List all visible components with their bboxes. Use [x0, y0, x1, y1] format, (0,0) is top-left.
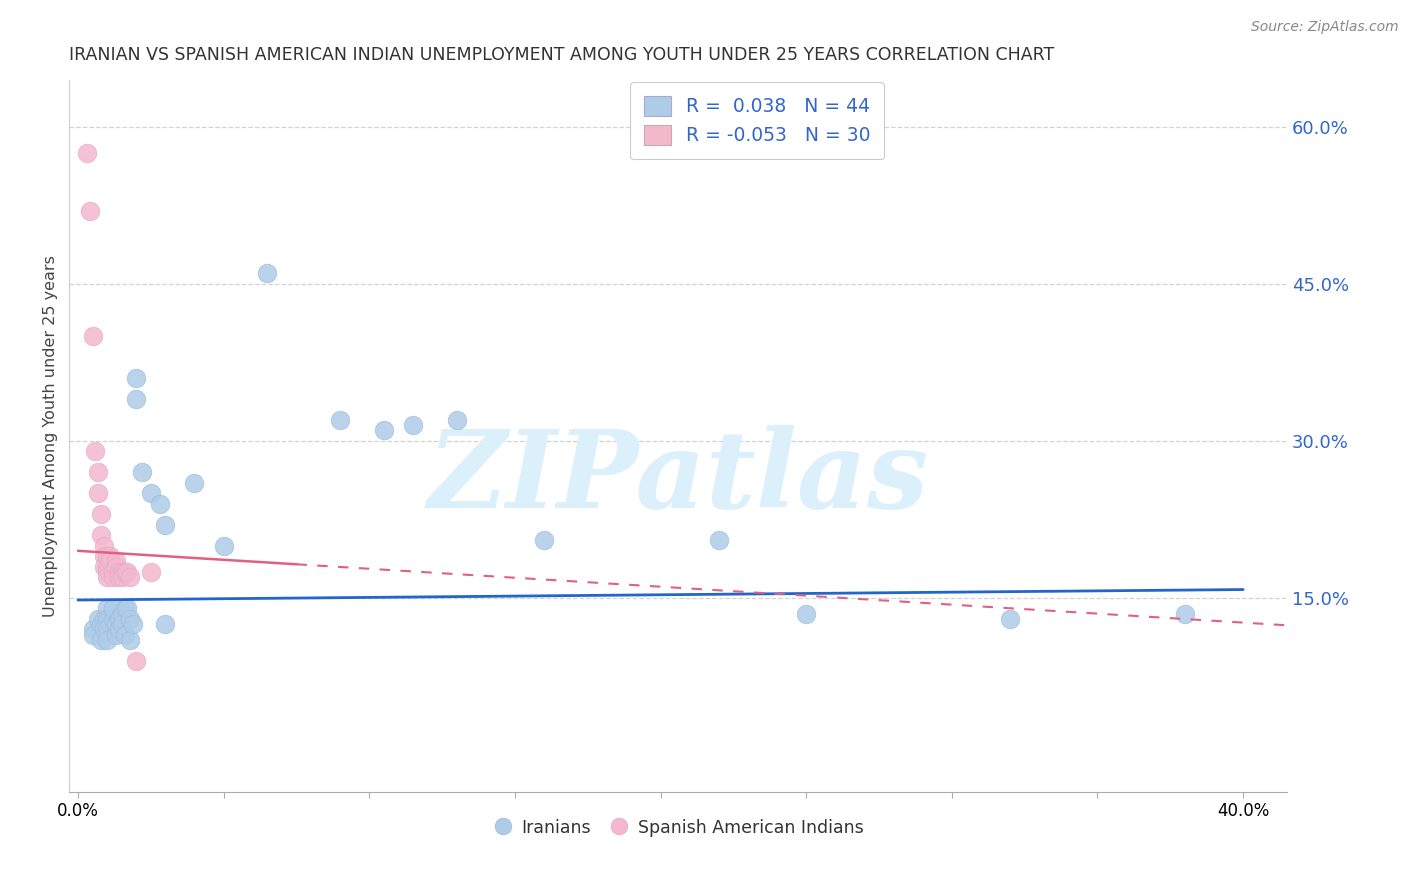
Point: [114, 565, 136, 579]
Point: [90, 617, 112, 632]
Point: [98, 554, 121, 568]
Point: [93, 549, 115, 563]
Point: [84, 444, 107, 458]
Point: [122, 617, 145, 632]
Point: [101, 612, 124, 626]
Point: [446, 413, 468, 427]
Point: [373, 424, 395, 438]
Point: [96, 623, 118, 637]
Point: [87, 612, 110, 626]
Point: [107, 612, 129, 626]
Point: [82, 623, 104, 637]
Point: [117, 601, 139, 615]
Point: [1174, 607, 1197, 621]
Point: [794, 607, 817, 621]
Point: [120, 570, 142, 584]
Point: [101, 570, 124, 584]
Point: [131, 465, 153, 479]
Text: Source: ZipAtlas.com: Source: ZipAtlas.com: [1251, 20, 1399, 34]
Point: [90, 528, 112, 542]
Point: [117, 565, 139, 579]
Point: [114, 627, 136, 641]
Point: [114, 601, 136, 615]
Legend: Iranians, Spanish American Indians: Iranians, Spanish American Indians: [485, 812, 870, 844]
Point: [183, 475, 205, 490]
Point: [155, 617, 177, 632]
Point: [125, 392, 148, 406]
Point: [82, 329, 104, 343]
Point: [79, 203, 101, 218]
Point: [104, 627, 127, 641]
Point: [120, 612, 142, 626]
Point: [87, 486, 110, 500]
Point: [90, 632, 112, 647]
Point: [707, 533, 730, 548]
Point: [155, 517, 177, 532]
Point: [125, 371, 148, 385]
Point: [101, 601, 124, 615]
Point: [139, 486, 162, 500]
Point: [111, 617, 134, 632]
Text: ZIPatlas: ZIPatlas: [427, 425, 928, 532]
Point: [256, 266, 278, 280]
Point: [402, 418, 425, 433]
Point: [101, 565, 124, 579]
Point: [87, 465, 110, 479]
Point: [111, 607, 134, 621]
Point: [96, 612, 118, 626]
Point: [93, 623, 115, 637]
Point: [93, 559, 115, 574]
Point: [96, 565, 118, 579]
Point: [93, 539, 115, 553]
Point: [111, 570, 134, 584]
Point: [93, 612, 115, 626]
Point: [104, 559, 127, 574]
Y-axis label: Unemployment Among Youth under 25 years: Unemployment Among Youth under 25 years: [44, 255, 58, 616]
Point: [96, 549, 118, 563]
Point: [148, 497, 170, 511]
Point: [96, 632, 118, 647]
Point: [98, 549, 121, 563]
Point: [533, 533, 555, 548]
Point: [90, 507, 112, 521]
Point: [107, 565, 129, 579]
Point: [104, 554, 127, 568]
Point: [76, 145, 98, 160]
Point: [107, 623, 129, 637]
Point: [107, 570, 129, 584]
Point: [998, 612, 1021, 626]
Point: [212, 539, 235, 553]
Point: [96, 559, 118, 574]
Point: [96, 601, 118, 615]
Point: [82, 627, 104, 641]
Point: [120, 632, 142, 647]
Text: IRANIAN VS SPANISH AMERICAN INDIAN UNEMPLOYMENT AMONG YOUTH UNDER 25 YEARS CORRE: IRANIAN VS SPANISH AMERICAN INDIAN UNEMP…: [69, 46, 1054, 64]
Point: [329, 413, 352, 427]
Point: [111, 565, 134, 579]
Point: [104, 617, 127, 632]
Point: [125, 654, 148, 668]
Point: [139, 565, 162, 579]
Point: [96, 570, 118, 584]
